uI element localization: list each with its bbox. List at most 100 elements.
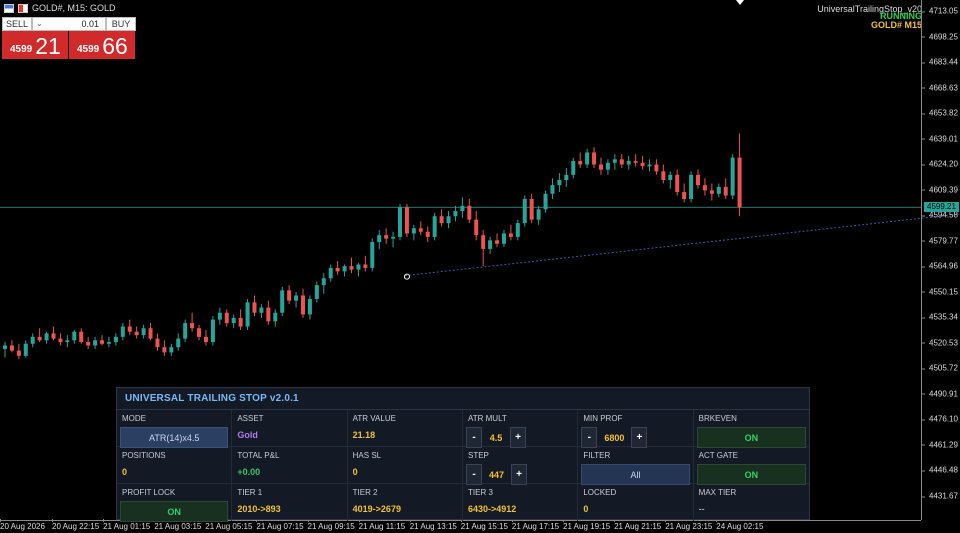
brkeven-toggle[interactable]: ON: [696, 427, 806, 448]
candle-body: [654, 164, 659, 172]
profit-lock-cell: PROFIT LOCK ON: [117, 484, 233, 522]
brkeven-cell: BRKEVEN ON: [693, 410, 809, 448]
atr-value-cell: ATR VALUE 21.18: [347, 410, 463, 447]
candle-body: [217, 312, 222, 320]
candle-body: [730, 157, 735, 196]
candle-body: [398, 207, 403, 237]
one-click-trading-panel: SELL ⌄ 0.01 BUY 4599 21 4599 66: [2, 17, 136, 59]
time-tick-label: 20 Aug 2026: [0, 519, 45, 531]
act-gate-toggle[interactable]: ON: [696, 464, 806, 485]
time-tick-label: 21 Aug 17:15: [511, 519, 560, 531]
chevron-down-icon[interactable]: ⌄: [36, 19, 43, 28]
asset-cell: ASSET Gold: [232, 410, 348, 447]
candle-body: [571, 161, 576, 175]
ea-symbol-timeframe: GOLD# M15: [870, 20, 922, 30]
price-tick-label: 4446.48: [922, 465, 958, 475]
candle-body: [626, 161, 631, 165]
candle-body: [210, 319, 215, 343]
positions-cell: POSITIONS 0: [117, 447, 233, 484]
step-increase-button[interactable]: +: [511, 464, 528, 485]
buy-price-pips: 66: [102, 33, 128, 59]
time-tick-label: 20 Aug 22:15: [52, 519, 100, 531]
trailing-stop-panel: UNIVERSAL TRAILING STOP v2.0.1 MODE ATR(…: [116, 387, 810, 522]
sell-price-button[interactable]: 4599 21: [2, 31, 69, 59]
candle-body: [391, 236, 396, 239]
min-prof-increase-button[interactable]: +: [631, 427, 648, 448]
candle-body: [481, 235, 486, 249]
candle-body: [9, 345, 14, 351]
candle-body: [522, 198, 527, 224]
step-decrease-button[interactable]: -: [466, 464, 482, 485]
candle-body: [127, 326, 132, 332]
buy-button[interactable]: BUY: [106, 17, 136, 31]
trade-marker-icon: [403, 273, 410, 280]
candle-body: [113, 336, 118, 343]
tier3-cell: TIER 3 6430->4912: [463, 484, 579, 521]
max-tier-label: MAX TIER: [698, 488, 737, 497]
has-sl-value: 0: [352, 467, 358, 477]
candle-body: [702, 185, 707, 191]
candle-body: [100, 340, 105, 344]
candle-body: [675, 174, 680, 193]
price-tick-label: 4609.39: [922, 185, 958, 195]
candle-body: [321, 278, 326, 286]
step-cell: STEP - 447 +: [463, 447, 579, 485]
tier2-cell: TIER 2 4019->2679: [348, 484, 463, 521]
price-tick-label: 4505.72: [922, 363, 958, 373]
atr-mult-decrease-button[interactable]: -: [466, 427, 482, 448]
candle-body: [176, 338, 181, 348]
candle-body: [467, 205, 472, 220]
buy-price-prefix: 4599: [77, 44, 100, 55]
mode-button[interactable]: ATR(14)x4.5: [120, 427, 229, 448]
candle-body: [723, 186, 728, 196]
tier1-value: 2010->893: [237, 504, 281, 514]
time-tick-label: 21 Aug 05:15: [205, 519, 253, 531]
candle-body: [696, 174, 700, 186]
time-tick-label: 21 Aug 15:15: [460, 519, 508, 531]
candle-body: [141, 328, 146, 336]
symbol-flag-icon: [18, 3, 28, 13]
filter-button[interactable]: All: [581, 464, 690, 485]
candle-body: [557, 180, 562, 186]
candle-body: [183, 323, 188, 339]
sell-button[interactable]: SELL: [2, 17, 32, 31]
act-gate-label: ACT GATE: [698, 451, 738, 460]
candle-body: [307, 298, 312, 315]
min-prof-decrease-button[interactable]: -: [581, 427, 598, 448]
price-tick-label: 4668.63: [922, 83, 958, 93]
sell-price-prefix: 4599: [10, 44, 33, 55]
price-tick-label: 4535.34: [922, 312, 958, 322]
candle-body: [16, 350, 21, 356]
candle-body: [280, 290, 285, 313]
time-tick-label: 24 Aug 02:15: [716, 519, 764, 531]
candle-body: [612, 159, 617, 163]
asset-value: Gold: [237, 430, 258, 440]
candle-body: [501, 233, 506, 244]
price-tick-label: 4490.91: [922, 389, 958, 399]
volume-field[interactable]: ⌄ 0.01: [32, 17, 106, 31]
candle-body: [529, 198, 534, 220]
candle-body: [86, 342, 91, 346]
price-tick-label: 4476.10: [922, 414, 958, 424]
price-axis[interactable]: 4713.05 4698.25 4683.44 4668.63 4653.82 4639.…: [921, 0, 960, 520]
tier3-value: 6430->4912: [468, 504, 517, 514]
time-tick-label: 21 Aug 09:15: [307, 519, 355, 531]
candle-body: [259, 307, 264, 313]
profit-lock-toggle[interactable]: ON: [120, 501, 229, 522]
time-axis[interactable]: 20 Aug 2026 20 Aug 22:15 21 Aug 01:15 21 Au…: [0, 519, 921, 533]
candle-body: [709, 190, 714, 194]
candle-body: [460, 205, 465, 212]
expert-advisor-name: UniversalTrailingStop_v20: [817, 4, 922, 14]
candle-body: [294, 295, 299, 301]
candle-body: [134, 331, 139, 336]
atr-mult-increase-button[interactable]: +: [510, 427, 526, 448]
step-stepper: - 447 +: [466, 464, 574, 485]
candle-body: [266, 307, 271, 322]
buy-price-button[interactable]: 4599 66: [69, 31, 136, 59]
candle-body: [190, 323, 195, 329]
tier2-value: 4019->2679: [352, 504, 401, 514]
candle-body: [592, 152, 597, 165]
candle-body: [474, 219, 479, 236]
min-prof-cell: MIN PROF - 6800 +: [578, 410, 694, 448]
